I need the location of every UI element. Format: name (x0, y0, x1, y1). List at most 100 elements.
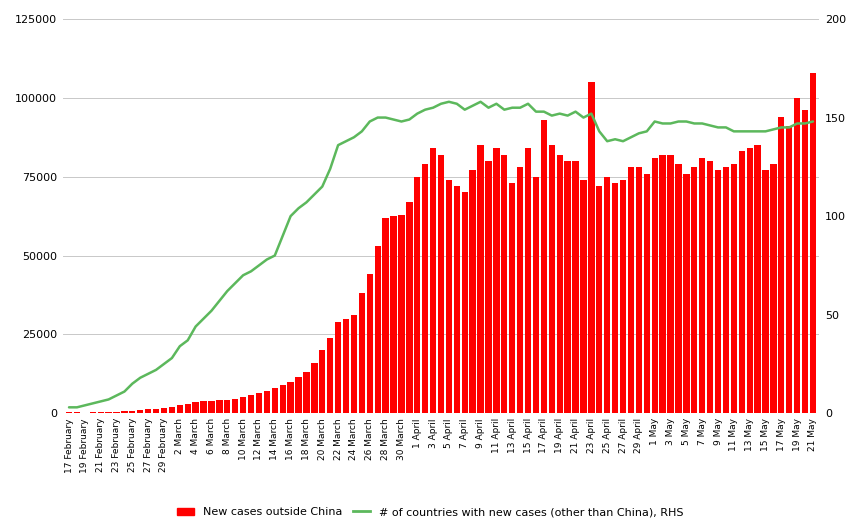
Bar (683, 173, 690, 413)
Bar (248, 395, 254, 413)
Bar (477, 145, 484, 413)
Bar (406, 202, 412, 413)
Bar (454, 186, 460, 413)
# of countries with new cases (other than China), RHS (96, 398, 106, 404)
Bar (628, 167, 634, 413)
Bar (327, 338, 333, 413)
Legend: New cases outside China, # of countries with new cases (other than China), RHS: New cases outside China, # of countries … (173, 503, 688, 522)
Bar (74, 412, 80, 413)
# of countries with new cases (other than China), RHS (594, 128, 604, 135)
Bar (573, 161, 579, 413)
Bar (754, 145, 761, 413)
Bar (303, 372, 310, 413)
Bar (509, 183, 516, 413)
Bar (193, 402, 199, 413)
Bar (105, 412, 112, 413)
Bar (548, 145, 555, 413)
# of countries with new cases (other than China), RHS (198, 315, 208, 322)
Line: # of countries with new cases (other than China), RHS: # of countries with new cases (other tha… (69, 102, 813, 408)
Bar (288, 382, 294, 413)
Bar (414, 176, 420, 413)
Bar (722, 167, 729, 413)
Bar (778, 117, 784, 413)
Bar (660, 155, 666, 413)
Bar (501, 155, 507, 413)
Bar (263, 391, 270, 413)
Bar (461, 192, 468, 413)
Bar (232, 399, 238, 413)
# of countries with new cases (other than China), RHS (626, 134, 636, 140)
Bar (675, 164, 682, 413)
Bar (121, 411, 127, 413)
Bar (208, 401, 214, 413)
Bar (129, 411, 135, 413)
Bar (771, 164, 777, 413)
Bar (65, 412, 72, 413)
# of countries with new cases (other than China), RHS (64, 404, 74, 411)
Bar (335, 322, 341, 413)
Bar (794, 98, 801, 413)
Bar (699, 158, 705, 413)
# of countries with new cases (other than China), RHS (808, 118, 818, 125)
Bar (271, 388, 278, 413)
Bar (810, 73, 816, 413)
Bar (541, 120, 547, 413)
Bar (525, 148, 531, 413)
Bar (644, 173, 650, 413)
Bar (707, 161, 713, 413)
Bar (493, 148, 499, 413)
Bar (390, 216, 397, 413)
Bar (620, 180, 626, 413)
Bar (311, 363, 318, 413)
Bar (486, 161, 492, 413)
Bar (90, 412, 96, 413)
Bar (556, 155, 563, 413)
Bar (422, 164, 428, 413)
Bar (240, 398, 246, 413)
Bar (350, 315, 357, 413)
# of countries with new cases (other than China), RHS (579, 114, 589, 121)
Bar (201, 401, 207, 413)
Bar (256, 393, 262, 413)
Bar (786, 126, 792, 413)
Bar (446, 180, 452, 413)
# of countries with new cases (other than China), RHS (443, 99, 454, 105)
Bar (588, 82, 595, 413)
Bar (430, 148, 437, 413)
Bar (216, 400, 222, 413)
Bar (533, 176, 539, 413)
Bar (635, 167, 642, 413)
Bar (715, 170, 722, 413)
Bar (97, 412, 104, 413)
Bar (731, 164, 737, 413)
Bar (359, 294, 365, 413)
Bar (438, 155, 444, 413)
Bar (280, 385, 286, 413)
Bar (596, 186, 603, 413)
Bar (691, 167, 697, 413)
Bar (612, 183, 618, 413)
Bar (177, 405, 183, 413)
Bar (399, 215, 405, 413)
Bar (153, 409, 159, 413)
Bar (184, 404, 191, 413)
Bar (652, 158, 658, 413)
Bar (319, 350, 325, 413)
Bar (114, 412, 120, 413)
Bar (137, 410, 144, 413)
Bar (667, 155, 673, 413)
Bar (382, 218, 389, 413)
Bar (169, 407, 175, 413)
# of countries with new cases (other than China), RHS (618, 138, 629, 144)
Bar (565, 161, 571, 413)
Bar (580, 180, 586, 413)
Bar (343, 319, 350, 413)
Bar (739, 152, 745, 413)
Bar (517, 167, 523, 413)
Bar (161, 408, 167, 413)
Bar (469, 170, 476, 413)
Bar (375, 246, 381, 413)
Bar (604, 176, 610, 413)
Bar (295, 377, 301, 413)
Bar (802, 110, 808, 413)
